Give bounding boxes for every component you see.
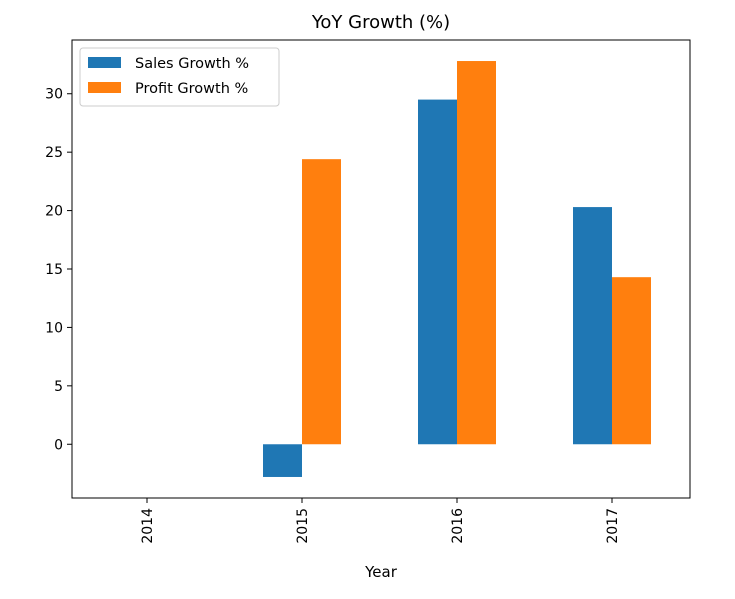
y-tick-label-0: 0 [54, 437, 63, 453]
bar-sales-growth-2017 [573, 207, 612, 445]
legend-label-2: Profit Growth % [135, 81, 248, 97]
y-tick-label-10: 10 [45, 320, 63, 336]
plot-frame [71, 39, 691, 499]
bars-layer [263, 61, 651, 477]
y-tick-label-20: 20 [45, 204, 63, 220]
bar-profit-growth-2017 [612, 277, 651, 445]
bar-sales-growth-2015 [263, 444, 302, 477]
y-tick-label-15: 15 [45, 262, 63, 278]
y-tick-label-5: 5 [54, 379, 63, 395]
legend-swatch-2 [88, 82, 121, 93]
chart-title: YoY Growth (%) [311, 12, 450, 33]
x-tick-label-2014: 2014 [140, 508, 156, 544]
y-tick-label-30: 30 [45, 87, 63, 103]
legend-label-1: Sales Growth % [135, 56, 249, 72]
legend-box [79, 47, 280, 107]
y-tick-label-25: 25 [45, 145, 63, 161]
legend: Sales Growth % Profit Growth % [79, 47, 280, 107]
bar-profit-growth-2016 [457, 61, 496, 445]
x-axis-label: Year [364, 563, 398, 581]
x-tick-label-2017: 2017 [605, 508, 621, 544]
x-tick-label-2016: 2016 [450, 508, 466, 544]
x-axis: 2014 2015 2016 2017 [140, 498, 621, 544]
bar-sales-growth-2016 [418, 99, 457, 445]
x-tick-label-2015: 2015 [295, 508, 311, 544]
legend-swatch-1 [88, 57, 121, 68]
bar-profit-growth-2015 [302, 159, 341, 445]
y-axis: 0 5 10 15 20 25 30 [45, 87, 72, 453]
